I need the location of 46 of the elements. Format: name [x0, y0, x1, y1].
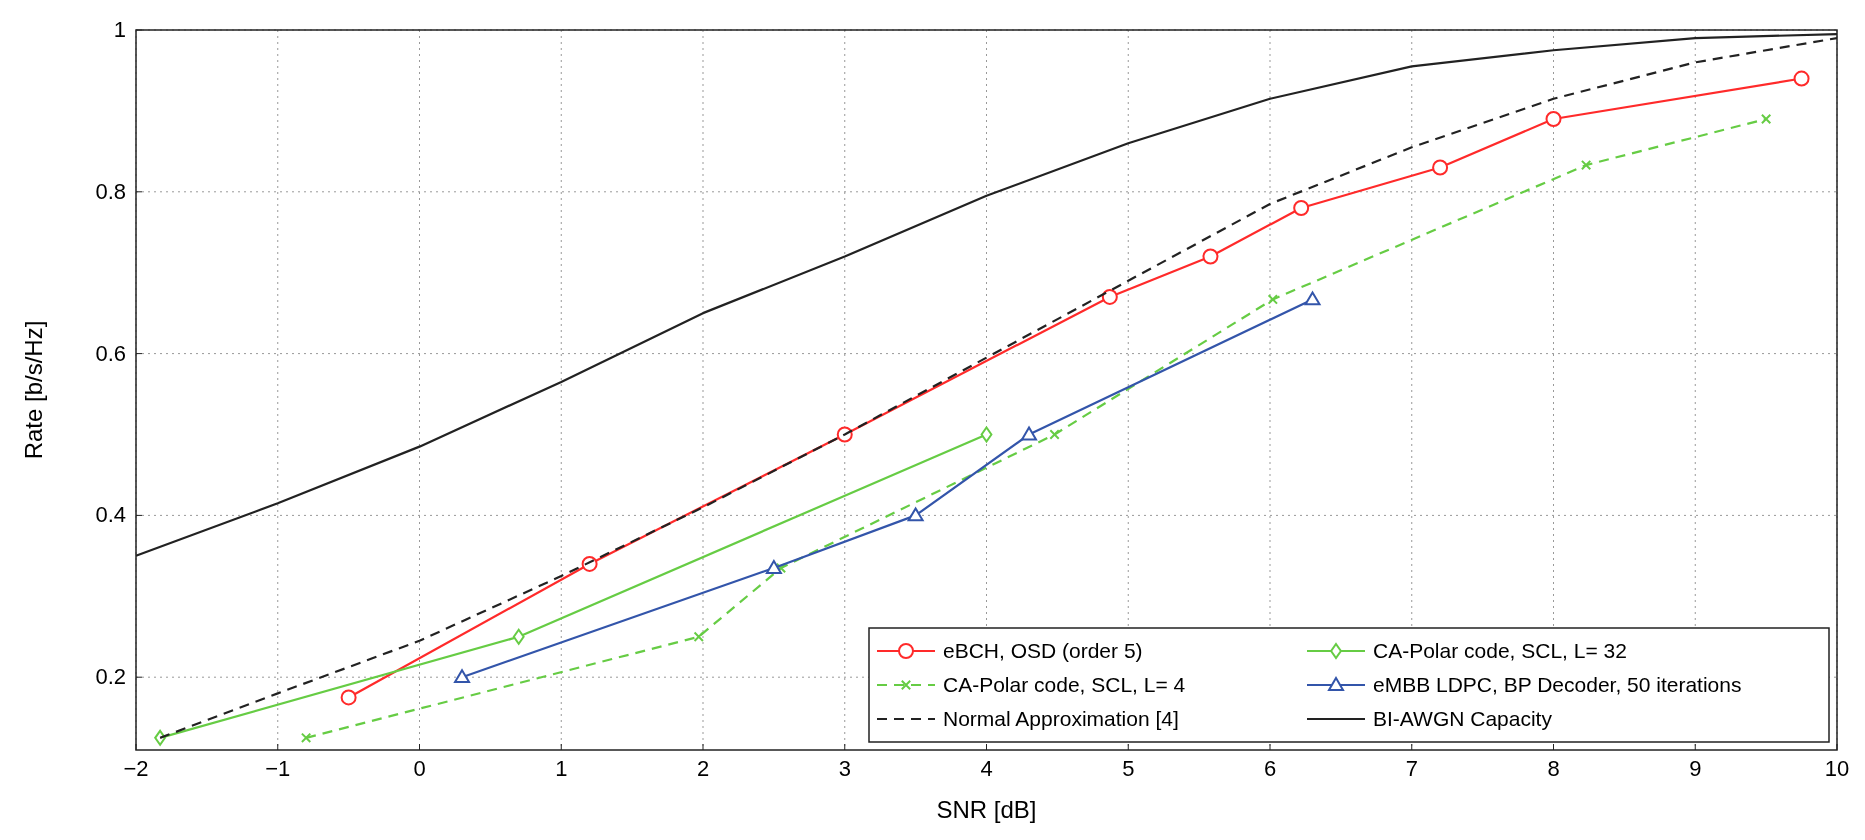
- x-tick-label: 10: [1824, 756, 1850, 781]
- x-axis-title: SNR [dB]: [936, 796, 1037, 823]
- point: [1267, 294, 1279, 305]
- point: [1760, 113, 1772, 125]
- y-axis-title: Rate [b/s/Hz]: [20, 320, 47, 460]
- point: [765, 559, 782, 574]
- point: [1432, 159, 1449, 176]
- x-tick-label: 7: [1405, 756, 1418, 781]
- legend-label: eBCH, OSD (order 5): [943, 639, 1143, 662]
- legend-label: Normal Approximation [4]: [943, 707, 1179, 730]
- legend-label: eMBB LDPC, BP Decoder, 50 iterations: [1373, 673, 1742, 696]
- point: [1202, 248, 1219, 265]
- point: [693, 631, 704, 642]
- point: [1793, 70, 1810, 87]
- point: [1293, 199, 1310, 216]
- point: [454, 669, 471, 684]
- x-tick-label: 0: [413, 756, 426, 781]
- point: [300, 732, 312, 744]
- x-tick-label: 9: [1689, 756, 1702, 781]
- y-tick-label: 0.2: [95, 664, 126, 690]
- point: [1545, 110, 1562, 127]
- x-tick-label: −2: [123, 756, 149, 781]
- x-tick-label: 8: [1547, 756, 1560, 781]
- y-tick-label: 0.6: [95, 340, 126, 366]
- point: [1049, 429, 1060, 440]
- point: [340, 689, 357, 706]
- x-tick-label: 5: [1122, 756, 1135, 781]
- legend-label: CA-Polar code, SCL, L= 32: [1373, 639, 1627, 662]
- point: [1021, 426, 1038, 441]
- point: [980, 426, 993, 443]
- y-tick-label: 0.8: [95, 178, 126, 204]
- y-tick-label: 0.4: [95, 502, 126, 528]
- x-tick-label: 3: [838, 756, 851, 781]
- point: [1580, 159, 1592, 171]
- x-tick-label: 4: [980, 756, 993, 781]
- point: [907, 507, 924, 522]
- y-tick-label: 1: [113, 17, 126, 42]
- x-tick-label: 6: [1263, 756, 1277, 781]
- x-tick-label: −1: [265, 756, 291, 781]
- x-tick-label: 1: [555, 756, 568, 781]
- legend-label: BI-AWGN Capacity: [1373, 707, 1553, 730]
- point: [512, 628, 525, 645]
- legend-label: CA-Polar code, SCL, L= 4: [943, 673, 1186, 696]
- x-tick-label: 2: [696, 756, 710, 781]
- point: [1304, 291, 1321, 306]
- point: [1101, 288, 1118, 305]
